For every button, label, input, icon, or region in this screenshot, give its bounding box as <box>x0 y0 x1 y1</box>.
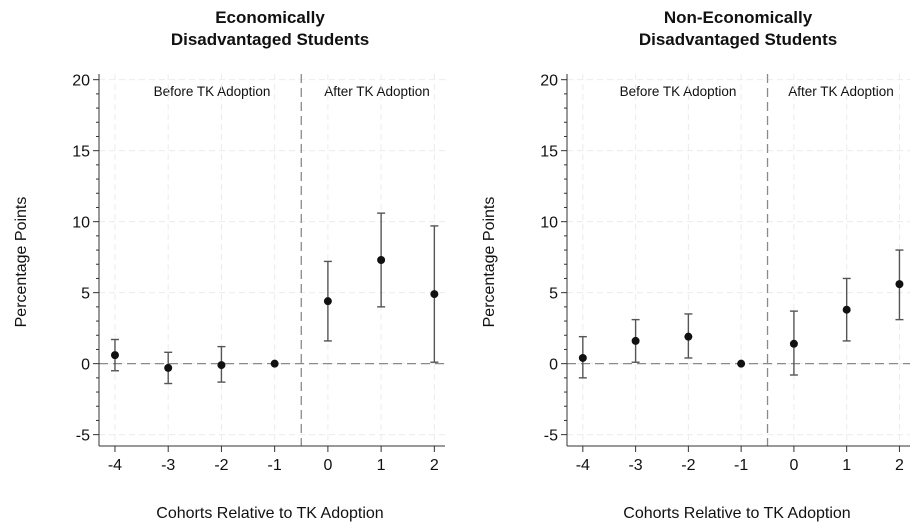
data-point <box>217 361 226 370</box>
data-point <box>578 353 587 362</box>
y-tick-label: 5 <box>81 286 90 303</box>
x-tick-label: 1 <box>842 457 851 474</box>
x-tick-label: -2 <box>681 457 695 474</box>
y-axis-label: Percentage Points <box>481 197 498 328</box>
x-tick-label: -1 <box>734 457 748 474</box>
x-tick-label: -4 <box>576 457 590 474</box>
data-point <box>270 359 279 368</box>
chart-title-line-1: Non-Economically <box>664 8 813 27</box>
region-label-before: Before TK Adoption <box>620 84 737 99</box>
data-point <box>377 256 386 264</box>
y-tick-label: -5 <box>76 428 90 445</box>
x-axis-label: Cohorts Relative to TK Adoption <box>623 505 850 522</box>
y-tick-label: 5 <box>549 286 558 303</box>
data-point <box>631 336 640 345</box>
region-label-before: Before TK Adoption <box>154 84 271 99</box>
x-tick-label: -3 <box>161 457 175 474</box>
x-tick-label: 2 <box>430 457 439 474</box>
y-tick-label: 0 <box>81 357 90 374</box>
y-tick-label: 15 <box>72 144 90 161</box>
x-tick-label: -3 <box>628 457 642 474</box>
data-point <box>430 290 439 299</box>
data-point <box>895 280 904 289</box>
data-point <box>842 305 851 314</box>
data-point <box>110 351 119 360</box>
x-tick-label: -4 <box>108 457 122 474</box>
y-tick-label: 20 <box>72 73 90 90</box>
x-tick-label: -2 <box>214 457 228 474</box>
x-tick-label: -1 <box>268 457 282 474</box>
chart-title-line-2: Disadvantaged Students <box>171 30 369 49</box>
data-point <box>164 363 173 372</box>
y-tick-label: -5 <box>544 428 558 445</box>
chart-title-line-2: Disadvantaged Students <box>639 30 837 49</box>
chart-panel-economically-disadvantaged: Economically Disadvantaged Students Perc… <box>13 8 445 522</box>
x-tick-label: 1 <box>377 457 386 474</box>
x-tick-label: 0 <box>789 457 798 474</box>
y-tick-label: 20 <box>540 73 558 90</box>
y-axis-label: Percentage Points <box>13 197 30 328</box>
region-label-after: After TK Adoption <box>324 84 430 99</box>
x-tick-label: 2 <box>895 457 904 474</box>
y-tick-label: 0 <box>549 357 558 374</box>
chart-title-line-1: Economically <box>215 8 325 27</box>
y-tick-label: 10 <box>72 215 90 232</box>
plot-area: -5 0 5 10 15 20 -4 -3 -2 -1 0 1 2 <box>72 73 445 474</box>
x-tick-label: 0 <box>323 457 332 474</box>
chart-panel-non-economically-disadvantaged: Non-Economically Disadvantaged Students … <box>481 8 910 522</box>
plot-area: -5 0 5 10 15 20 -4 -3 -2 -1 0 1 2 <box>540 73 910 474</box>
x-axis-label: Cohorts Relative to TK Adoption <box>156 505 383 522</box>
data-point <box>684 332 693 341</box>
data-point <box>323 297 332 306</box>
data-point <box>737 359 746 368</box>
y-tick-label: 10 <box>540 215 558 232</box>
data-point <box>789 339 798 348</box>
region-label-after: After TK Adoption <box>788 84 894 99</box>
y-tick-label: 15 <box>540 144 558 161</box>
